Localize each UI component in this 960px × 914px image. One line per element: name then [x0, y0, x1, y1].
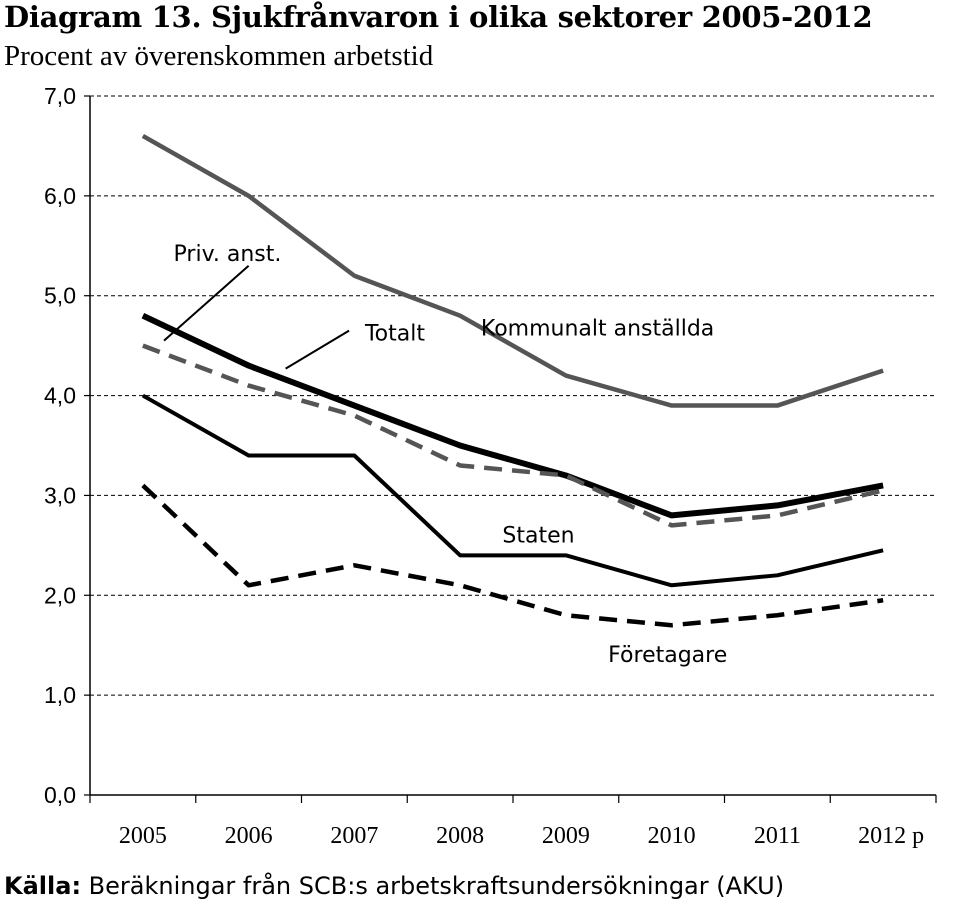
x-tick-label: 2007	[330, 823, 378, 849]
series-label: Företagare	[608, 643, 727, 668]
series-label: Kommunalt anställda	[481, 317, 714, 342]
series-line-priv-anst	[142, 343, 884, 528]
x-tick-label: 2006	[225, 823, 273, 849]
series-line-totalt	[141, 312, 884, 519]
y-tick-label: 1,0	[44, 682, 76, 708]
y-tick-label: 3,0	[44, 482, 76, 508]
series-label: Priv. anst.	[174, 242, 282, 267]
x-tick-label: 2012 p	[858, 823, 924, 849]
series-label: Staten	[502, 523, 574, 548]
source-note: Källa: Beräkningar från SCB:s arbetskraf…	[4, 872, 784, 900]
x-tick-label: 2011	[754, 823, 801, 849]
source-label: Källa:	[4, 872, 82, 900]
series-line-kommunalt-anställda	[141, 133, 884, 408]
source-text: Beräkningar från SCB:s arbetskraftsunder…	[81, 872, 785, 900]
chart-title: Diagram 13. Sjukfrånvaron i olika sektor…	[4, 0, 873, 34]
y-tick-label: 6,0	[44, 183, 76, 209]
x-tick-label: 2008	[436, 823, 484, 849]
y-tick-label: 4,0	[44, 383, 76, 409]
y-tick-label: 0,0	[44, 782, 76, 808]
x-tick-label: 2009	[542, 823, 590, 849]
y-tick-label: 7,0	[44, 83, 76, 109]
chart-subtitle: Procent av överenskommen arbetstid	[4, 40, 434, 72]
label-leader-line	[285, 329, 350, 370]
y-tick-label: 2,0	[44, 582, 76, 608]
label-leader-line	[163, 265, 250, 342]
y-tick-label: 5,0	[44, 283, 76, 309]
series-line-staten	[141, 393, 884, 588]
x-tick-label: 2010	[648, 823, 696, 849]
series-label: Totalt	[364, 322, 425, 347]
x-tick-label: 2005	[119, 823, 167, 849]
